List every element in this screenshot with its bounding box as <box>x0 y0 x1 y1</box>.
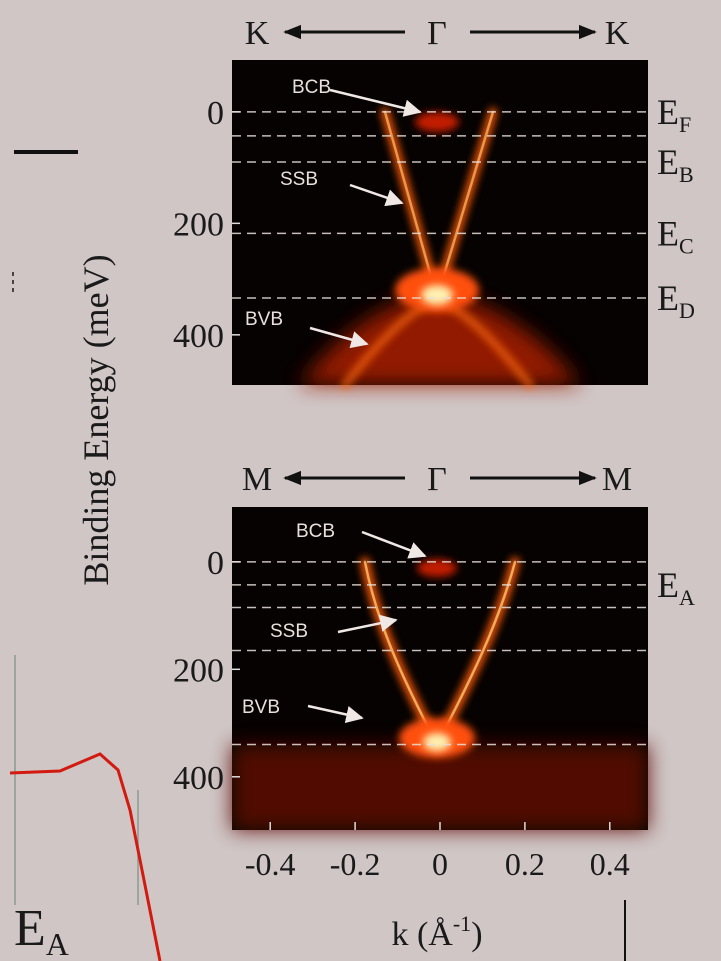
energy-level-subscript: B <box>679 162 694 187</box>
panel <box>232 507 648 830</box>
left-label: EA <box>14 900 69 961</box>
energy-level-subscript: A <box>679 585 695 610</box>
x-axis-label: k (Å-1) <box>391 911 482 953</box>
intensity-spot <box>417 559 457 577</box>
energy-level-label: EC <box>657 213 694 258</box>
y-tick-label: 0 <box>207 95 224 132</box>
energy-level-label: ED <box>657 278 695 323</box>
band-annotation: BVB <box>242 697 280 718</box>
direction-label: Γ <box>427 461 447 498</box>
annotation-arrow <box>307 704 364 724</box>
intensity-spot <box>423 733 451 751</box>
y-tick-label: 400 <box>173 318 224 355</box>
left-label-subscript: A <box>46 926 69 961</box>
energy-level-symbol: E <box>657 278 679 318</box>
energy-level-subscript: F <box>679 112 691 137</box>
band-intensity <box>232 745 648 830</box>
energy-level-label: EF <box>657 92 691 137</box>
x-tick-label: 0.4 <box>590 846 630 882</box>
energy-level-subscript: D <box>679 298 695 323</box>
energy-level-label: EA <box>657 565 695 610</box>
intensity-spot <box>415 112 459 132</box>
energy-level-symbol: E <box>657 142 679 182</box>
band-annotation: SSB <box>280 169 318 190</box>
panel <box>232 60 648 389</box>
y-tick-label: 400 <box>173 760 224 797</box>
y-axis-label: Binding Energy (meV) <box>76 254 116 585</box>
band-annotation: BCB <box>292 77 331 98</box>
energy-level-symbol: E <box>657 92 679 132</box>
energy-level-symbol: E <box>657 213 679 253</box>
energy-level-label: EB <box>657 142 694 187</box>
x-label-text: k (Å <box>391 916 453 953</box>
annotation-arrow <box>309 326 369 349</box>
y-tick-label: 200 <box>173 206 224 243</box>
annotation-arrow <box>361 530 427 559</box>
x-tick-label: -0.2 <box>330 846 381 882</box>
x-label-sup: -1 <box>453 911 471 936</box>
band-annotation: BVB <box>245 309 283 330</box>
x-tick-label: 0.2 <box>505 846 545 882</box>
direction-label: Γ <box>427 15 447 52</box>
x-label-end: ) <box>471 916 482 953</box>
energy-level-symbol: E <box>657 565 679 605</box>
x-tick-label: 0 <box>432 846 448 882</box>
direction-label: K <box>245 15 270 52</box>
direction-label: M <box>242 461 272 498</box>
energy-level-subscript: C <box>679 233 694 258</box>
annotation-arrow <box>329 88 422 117</box>
direction-label: M <box>602 461 632 498</box>
partial-curve <box>9 752 162 961</box>
intensity-spot <box>421 285 453 305</box>
annotation-arrow <box>337 614 398 634</box>
y-tick-label: 0 <box>207 545 224 582</box>
band-annotation: BCB <box>296 521 335 542</box>
direction-label: K <box>605 15 630 52</box>
y-tick-label: 200 <box>173 652 224 689</box>
left-label-symbol: E <box>14 900 46 957</box>
band-annotation: SSB <box>270 621 308 642</box>
x-tick-label: -0.4 <box>245 846 296 882</box>
annotation-arrow <box>349 183 404 207</box>
